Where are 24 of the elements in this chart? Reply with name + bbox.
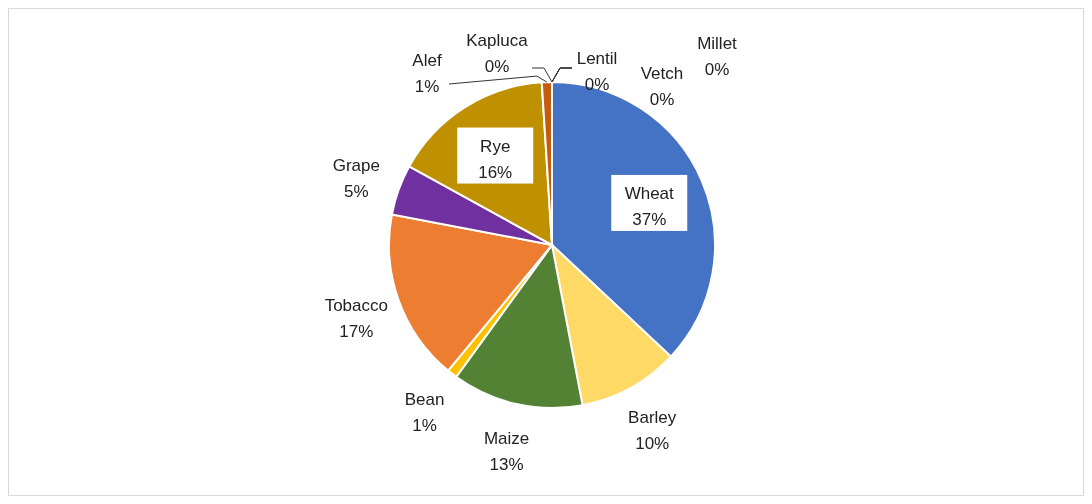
slice-label: Wheat	[624, 183, 675, 203]
slice-label: Tobacco	[324, 296, 388, 316]
category-label: Lentil	[576, 49, 618, 68]
data-label: 16%	[478, 162, 513, 182]
slice-label: Maize	[483, 428, 530, 448]
data-label: 1%	[412, 416, 437, 436]
slice-label: Grape	[332, 155, 380, 175]
text: 0%	[704, 60, 730, 79]
category-label: Kapluca	[466, 31, 528, 50]
text: 0%	[484, 57, 510, 76]
data-label: 13%	[489, 454, 524, 474]
slice-label: Rye	[480, 136, 511, 156]
category-label: Millet	[697, 34, 737, 53]
data-label: 5%	[344, 181, 369, 201]
slice-label: Bean	[404, 390, 445, 410]
category-label: Vetch	[640, 64, 684, 83]
slice-label: Alef	[412, 51, 442, 70]
text: 0%	[584, 75, 610, 94]
data-label: 37%	[632, 209, 667, 229]
slice-label: Barley	[628, 408, 677, 428]
data-label: 17%	[339, 322, 374, 342]
text: 0%	[649, 90, 675, 109]
data-label: 1%	[414, 77, 440, 96]
data-label: 10%	[635, 434, 670, 454]
